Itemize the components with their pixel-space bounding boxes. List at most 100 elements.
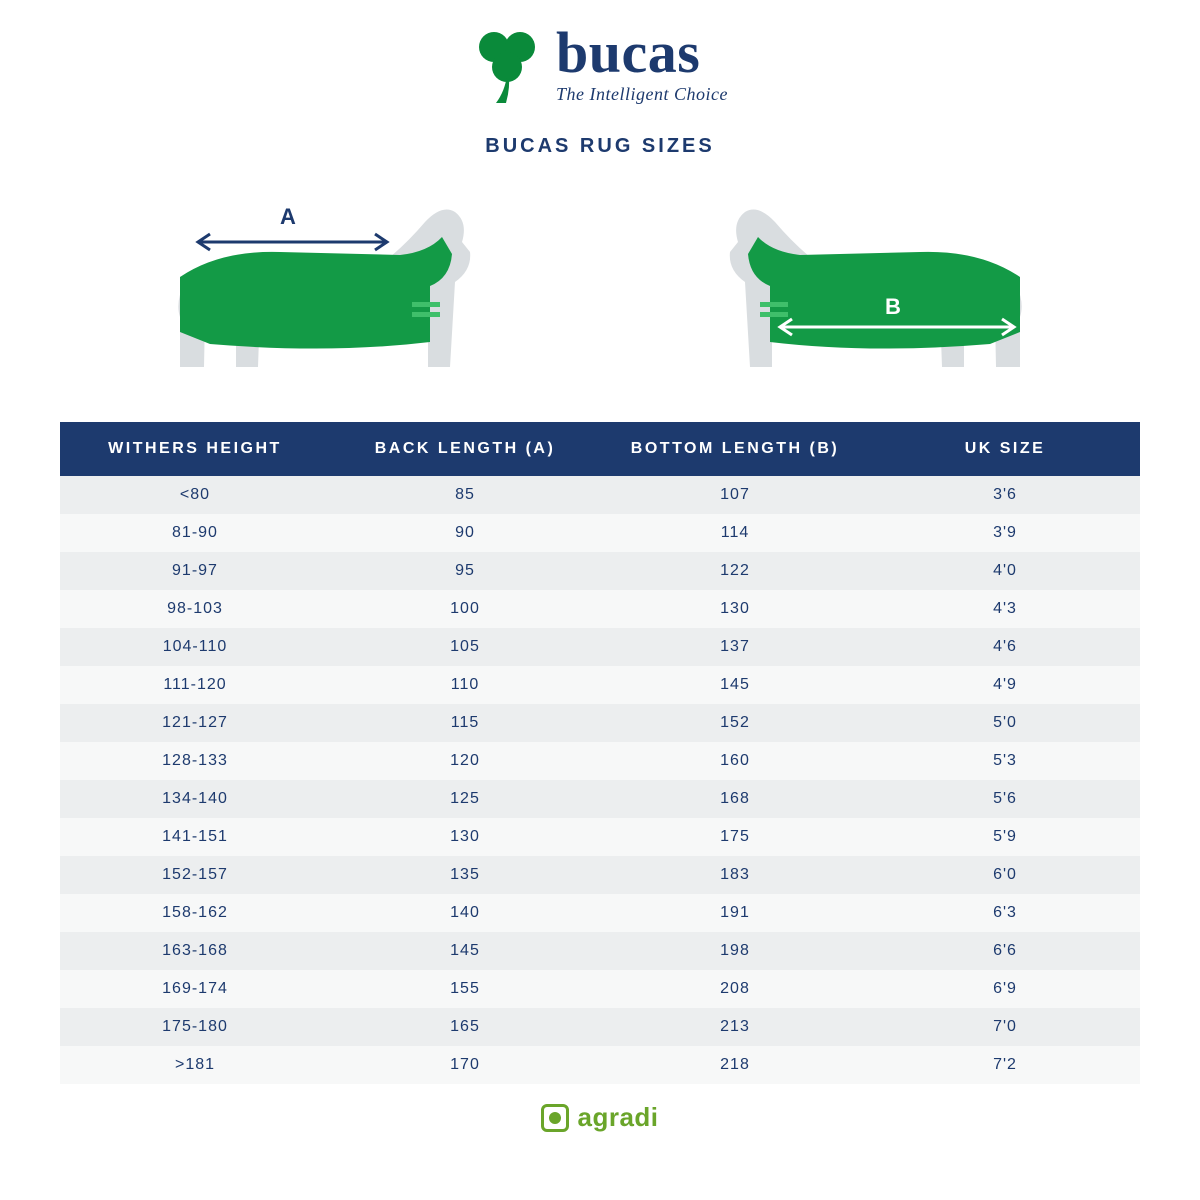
- table-cell: 4'0: [870, 562, 1140, 580]
- table-cell: 208: [600, 980, 870, 998]
- table-cell: 6'3: [870, 904, 1140, 922]
- table-cell: 6'0: [870, 866, 1140, 884]
- size-table: WITHERS HEIGHT BACK LENGTH (A) BOTTOM LE…: [60, 422, 1140, 1084]
- table-cell: 122: [600, 562, 870, 580]
- table-cell: 130: [330, 828, 600, 846]
- label-b: B: [885, 294, 901, 320]
- footer-brand: agradi: [577, 1102, 658, 1133]
- table-cell: <80: [60, 486, 330, 504]
- table-cell: 191: [600, 904, 870, 922]
- logo: bucas The Intelligent Choice: [472, 24, 728, 105]
- table-cell: 95: [330, 562, 600, 580]
- table-cell: 169-174: [60, 980, 330, 998]
- page-title: BUCAS RUG SIZES: [485, 135, 714, 158]
- table-row: 128-1331201605'3: [60, 742, 1140, 780]
- table-cell: 198: [600, 942, 870, 960]
- table-cell: 91-97: [60, 562, 330, 580]
- table-cell: 3'6: [870, 486, 1140, 504]
- table-cell: 213: [600, 1018, 870, 1036]
- table-cell: 145: [330, 942, 600, 960]
- shamrock-icon: [472, 25, 542, 105]
- label-a: A: [280, 204, 296, 230]
- table-cell: 145: [600, 676, 870, 694]
- table-row: 163-1681451986'6: [60, 932, 1140, 970]
- table-cell: 125: [330, 790, 600, 808]
- table-cell: 158-162: [60, 904, 330, 922]
- table-cell: 3'9: [870, 524, 1140, 542]
- horse-b: B: [690, 182, 1050, 412]
- col-back: BACK LENGTH (A): [330, 440, 600, 458]
- table-cell: 141-151: [60, 828, 330, 846]
- table-cell: 7'2: [870, 1056, 1140, 1074]
- table-cell: 111-120: [60, 676, 330, 694]
- brand-tagline: The Intelligent Choice: [556, 84, 728, 105]
- col-withers: WITHERS HEIGHT: [60, 440, 330, 458]
- table-cell: 100: [330, 600, 600, 618]
- table-cell: 5'0: [870, 714, 1140, 732]
- table-row: 104-1101051374'6: [60, 628, 1140, 666]
- table-cell: 104-110: [60, 638, 330, 656]
- table-row: >1811702187'2: [60, 1046, 1140, 1084]
- table-row: 121-1271151525'0: [60, 704, 1140, 742]
- table-cell: 5'6: [870, 790, 1140, 808]
- table-cell: 140: [330, 904, 600, 922]
- table-cell: 7'0: [870, 1018, 1140, 1036]
- table-cell: 4'3: [870, 600, 1140, 618]
- table-cell: 5'9: [870, 828, 1140, 846]
- table-cell: 134-140: [60, 790, 330, 808]
- horse-a: A: [150, 182, 510, 412]
- table-cell: 183: [600, 866, 870, 884]
- table-cell: 6'6: [870, 942, 1140, 960]
- table-cell: 110: [330, 676, 600, 694]
- table-cell: 165: [330, 1018, 600, 1036]
- table-cell: >181: [60, 1056, 330, 1074]
- table-cell: 170: [330, 1056, 600, 1074]
- table-cell: 137: [600, 638, 870, 656]
- table-cell: 81-90: [60, 524, 330, 542]
- logo-text: bucas The Intelligent Choice: [556, 24, 728, 105]
- table-row: 158-1621401916'3: [60, 894, 1140, 932]
- table-cell: 218: [600, 1056, 870, 1074]
- table-cell: 4'6: [870, 638, 1140, 656]
- table-cell: 5'3: [870, 752, 1140, 770]
- table-cell: 98-103: [60, 600, 330, 618]
- table-cell: 155: [330, 980, 600, 998]
- table-cell: 128-133: [60, 752, 330, 770]
- table-cell: 107: [600, 486, 870, 504]
- table-cell: 175-180: [60, 1018, 330, 1036]
- table-row: 81-90901143'9: [60, 514, 1140, 552]
- table-cell: 6'9: [870, 980, 1140, 998]
- table-cell: 168: [600, 790, 870, 808]
- table-row: 134-1401251685'6: [60, 780, 1140, 818]
- table-cell: 163-168: [60, 942, 330, 960]
- table-row: 91-97951224'0: [60, 552, 1140, 590]
- table-row: 169-1741552086'9: [60, 970, 1140, 1008]
- table-cell: 152: [600, 714, 870, 732]
- table-row: 111-1201101454'9: [60, 666, 1140, 704]
- table-cell: 90: [330, 524, 600, 542]
- brand-name: bucas: [556, 24, 728, 82]
- table-row: 152-1571351836'0: [60, 856, 1140, 894]
- table-cell: 130: [600, 600, 870, 618]
- footer-logo: agradi: [541, 1102, 658, 1133]
- table-cell: 4'9: [870, 676, 1140, 694]
- table-header: WITHERS HEIGHT BACK LENGTH (A) BOTTOM LE…: [60, 422, 1140, 476]
- col-bottom: BOTTOM LENGTH (B): [600, 440, 870, 458]
- horse-diagram: A B: [60, 182, 1140, 412]
- table-cell: 85: [330, 486, 600, 504]
- table-row: <80851073'6: [60, 476, 1140, 514]
- table-cell: 160: [600, 752, 870, 770]
- col-uk: UK SIZE: [870, 440, 1140, 458]
- agradi-icon: [541, 1104, 569, 1132]
- table-cell: 175: [600, 828, 870, 846]
- table-cell: 114: [600, 524, 870, 542]
- table-row: 141-1511301755'9: [60, 818, 1140, 856]
- table-cell: 115: [330, 714, 600, 732]
- table-cell: 121-127: [60, 714, 330, 732]
- table-cell: 120: [330, 752, 600, 770]
- table-row: 175-1801652137'0: [60, 1008, 1140, 1046]
- table-row: 98-1031001304'3: [60, 590, 1140, 628]
- table-cell: 135: [330, 866, 600, 884]
- table-cell: 152-157: [60, 866, 330, 884]
- table-cell: 105: [330, 638, 600, 656]
